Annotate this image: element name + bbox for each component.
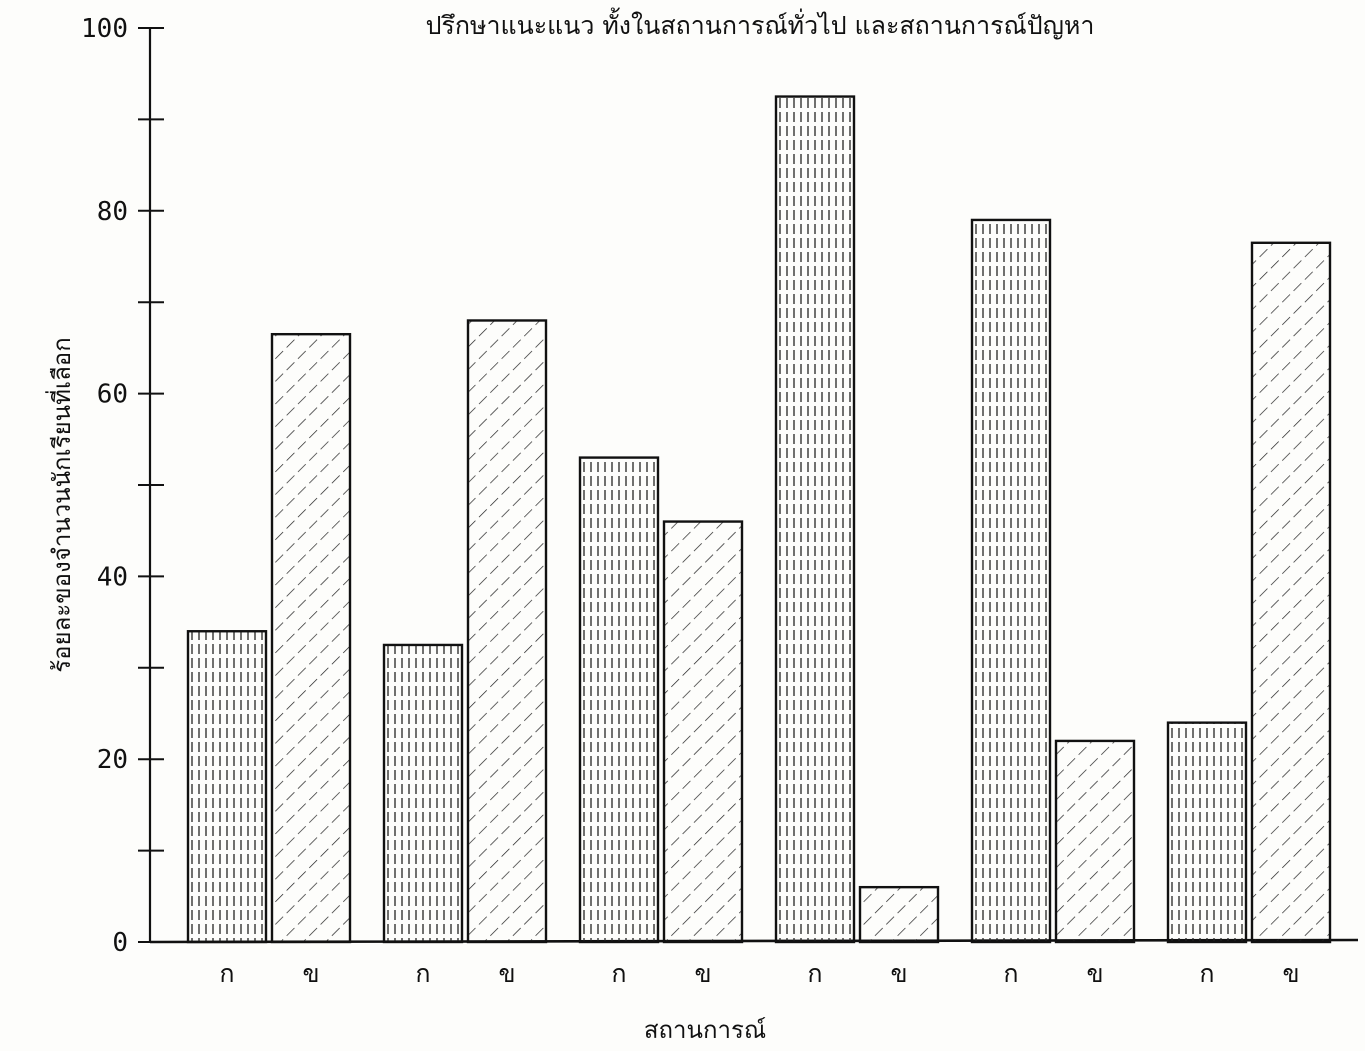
category-label: ก bbox=[807, 959, 822, 988]
y-tick-label: 60 bbox=[97, 380, 128, 410]
y-axis: 0 20 40 60 80 100 bbox=[81, 14, 164, 958]
category-label: ก bbox=[219, 959, 234, 988]
chart-title: ปรึกษาแนะแนว ทั้งในสถานการณ์ทั่วไป และสถ… bbox=[426, 7, 1095, 40]
category-labels: กขกขกขกขกขกข bbox=[219, 959, 1299, 988]
x-axis-line bbox=[149, 938, 1359, 944]
y-tick-label: 20 bbox=[97, 745, 128, 775]
category-label: ข bbox=[1282, 959, 1299, 988]
bar-3-a bbox=[578, 456, 660, 944]
y-axis-title: ร้อยละของจำนวนนักเรียนที่เลือก bbox=[45, 337, 76, 673]
bar-1-b bbox=[270, 332, 352, 944]
bar-2-b bbox=[466, 319, 548, 944]
y-tick-label: 80 bbox=[97, 197, 128, 227]
category-label: ข bbox=[302, 959, 319, 988]
bar-5-b bbox=[1054, 739, 1136, 944]
bar-1-a bbox=[186, 630, 268, 944]
category-label: ก bbox=[1199, 959, 1214, 988]
y-tick-label: 40 bbox=[97, 562, 128, 592]
x-axis-title: สถานการณ์ bbox=[644, 1016, 766, 1044]
bar-5-a bbox=[970, 218, 1052, 944]
y-tick-label: 100 bbox=[81, 14, 128, 44]
y-tick-label: 0 bbox=[112, 928, 128, 958]
bar-4-a bbox=[774, 95, 856, 944]
category-label: ข bbox=[1086, 959, 1103, 988]
category-label: ข bbox=[694, 959, 711, 988]
category-label: ก bbox=[415, 959, 430, 988]
category-label: ก bbox=[611, 959, 626, 988]
bar-6-a bbox=[1166, 721, 1248, 944]
category-label: ก bbox=[1003, 959, 1018, 988]
bars bbox=[186, 95, 1332, 944]
bar-3-b bbox=[662, 520, 744, 944]
category-label: ข bbox=[498, 959, 515, 988]
bar-2-a bbox=[382, 643, 464, 944]
category-label: ข bbox=[890, 959, 907, 988]
bar-6-b bbox=[1250, 241, 1332, 944]
bar-4-b bbox=[858, 885, 940, 944]
